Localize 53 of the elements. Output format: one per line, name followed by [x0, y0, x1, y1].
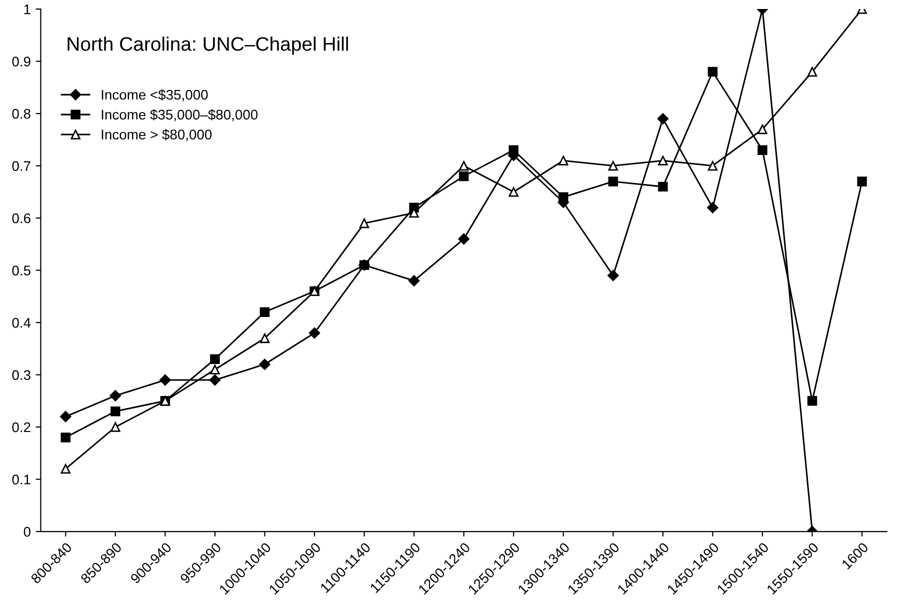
- point: [210, 364, 220, 374]
- legend-label: Income $35,000–$80,000: [102, 109, 258, 122]
- point: [707, 202, 718, 214]
- point: [359, 260, 370, 270]
- point: [758, 145, 768, 155]
- point: [857, 176, 867, 186]
- point: [807, 66, 818, 77]
- point: [60, 432, 70, 442]
- y-tick-label: 0.4: [12, 318, 31, 328]
- point: [308, 327, 320, 339]
- point: [60, 464, 70, 474]
- y-tick-label: 0.7: [12, 161, 30, 171]
- point: [160, 374, 171, 386]
- point: [608, 270, 619, 282]
- point: [758, 124, 768, 134]
- point: [608, 160, 618, 171]
- text: North Carolina: UNC–Chapel Hill: [68, 36, 348, 55]
- point: [458, 171, 469, 182]
- point: [260, 333, 270, 344]
- point: [259, 358, 270, 370]
- y-tick-label: 0.5: [12, 266, 30, 276]
- y-tick-label: 0.3: [12, 370, 30, 380]
- point: [210, 354, 220, 364]
- point: [110, 422, 120, 432]
- point: [508, 145, 518, 155]
- y-tick-label: 1: [24, 4, 30, 14]
- y-tick-label: 0.9: [12, 56, 30, 66]
- point: [408, 275, 420, 286]
- legend-label: Income <$35,000: [102, 89, 208, 102]
- point: [558, 156, 568, 166]
- y-tick-label: 0.8: [12, 108, 30, 119]
- point: [708, 66, 718, 77]
- y-tick-label: 0.6: [12, 213, 30, 224]
- point: [209, 374, 221, 386]
- point: [658, 156, 668, 166]
- point: [260, 307, 270, 317]
- point: [110, 390, 121, 402]
- point: [458, 233, 470, 245]
- point: [807, 396, 818, 406]
- legend-label: Income > $80,000: [102, 129, 212, 142]
- point: [658, 182, 668, 192]
- point: [359, 218, 370, 228]
- point: [110, 406, 120, 416]
- point: [608, 176, 618, 186]
- y-tick-label: 0.2: [12, 422, 30, 432]
- point: [558, 192, 568, 202]
- y-tick-label: 0.1: [12, 474, 30, 484]
- point: [708, 160, 718, 171]
- point: [508, 187, 518, 197]
- point: [657, 113, 669, 124]
- point: [60, 410, 72, 422]
- point: [458, 160, 469, 171]
- y-tick-label: 0: [24, 526, 30, 537]
